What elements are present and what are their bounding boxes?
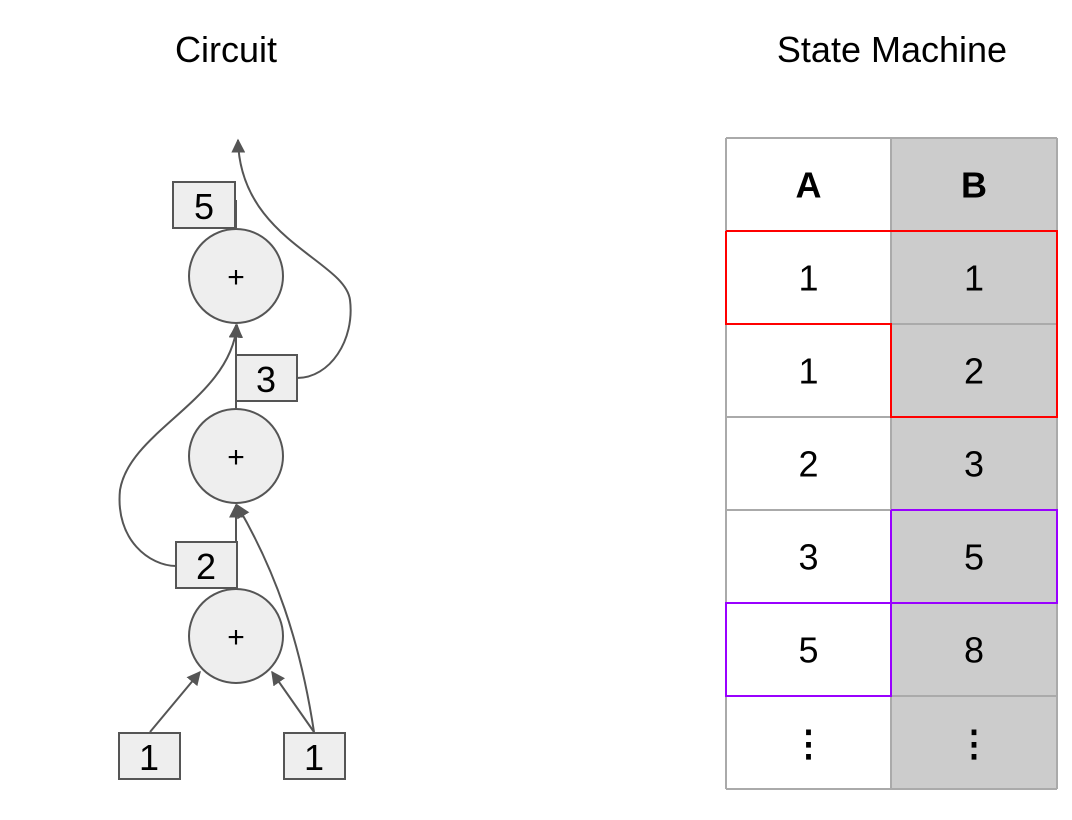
edge-value3-to-output — [231, 138, 352, 379]
table-cell: 1 — [964, 258, 984, 299]
input-box-2: 1 — [283, 732, 346, 780]
input-label: 1 — [304, 737, 324, 778]
edge-input2-to-adder2 — [236, 503, 315, 733]
table-header-b: B — [961, 165, 987, 206]
edge-input2-to-adder1 — [271, 670, 315, 733]
circuit-diagram: Circuit + + — [118, 29, 352, 780]
state-machine-table: A B 1 1 1 2 2 3 3 5 5 8 ⋮ ⋮ — [725, 137, 1058, 790]
state-machine-title: State Machine — [777, 29, 1007, 70]
table-cell: 5 — [964, 537, 984, 578]
input-label: 1 — [139, 737, 159, 778]
value-label: 3 — [256, 359, 276, 400]
highlight-outline-red — [725, 230, 1058, 418]
edge-value2-to-adder3 — [118, 323, 243, 567]
value-box-2: 2 — [175, 541, 238, 589]
input-box-1: 1 — [118, 732, 181, 780]
table-cell: 2 — [798, 444, 818, 485]
table-cell: 2 — [964, 351, 984, 392]
adder-operator: + — [227, 621, 245, 654]
adder-node-top: + — [188, 228, 284, 324]
table-cell: ⋮ — [956, 723, 992, 764]
edge-input1-to-adder1 — [149, 670, 201, 733]
adder-node-middle: + — [188, 408, 284, 504]
value-box-3: 3 — [235, 354, 298, 402]
table-cell: ⋮ — [791, 723, 827, 764]
state-machine: State Machine A B 1 1 1 2 2 3 3 5 5 8 ⋮ ⋮ — [725, 29, 1058, 790]
table-cell: 5 — [798, 630, 818, 671]
table-cell: 3 — [964, 444, 984, 485]
table-header-a: A — [796, 165, 822, 206]
table-cell: 1 — [798, 351, 818, 392]
table-cell: 3 — [798, 537, 818, 578]
value-label: 5 — [194, 186, 214, 227]
highlight-outline-purple — [725, 509, 1058, 697]
adder-operator: + — [227, 441, 245, 474]
table-cell: 1 — [798, 258, 818, 299]
column-b-background — [891, 138, 1057, 789]
value-box-5: 5 — [172, 181, 236, 229]
circuit-title: Circuit — [175, 29, 277, 70]
adder-operator: + — [227, 261, 245, 294]
table-cell: 8 — [964, 630, 984, 671]
adder-node-bottom: + — [188, 588, 284, 684]
value-label: 2 — [196, 546, 216, 587]
